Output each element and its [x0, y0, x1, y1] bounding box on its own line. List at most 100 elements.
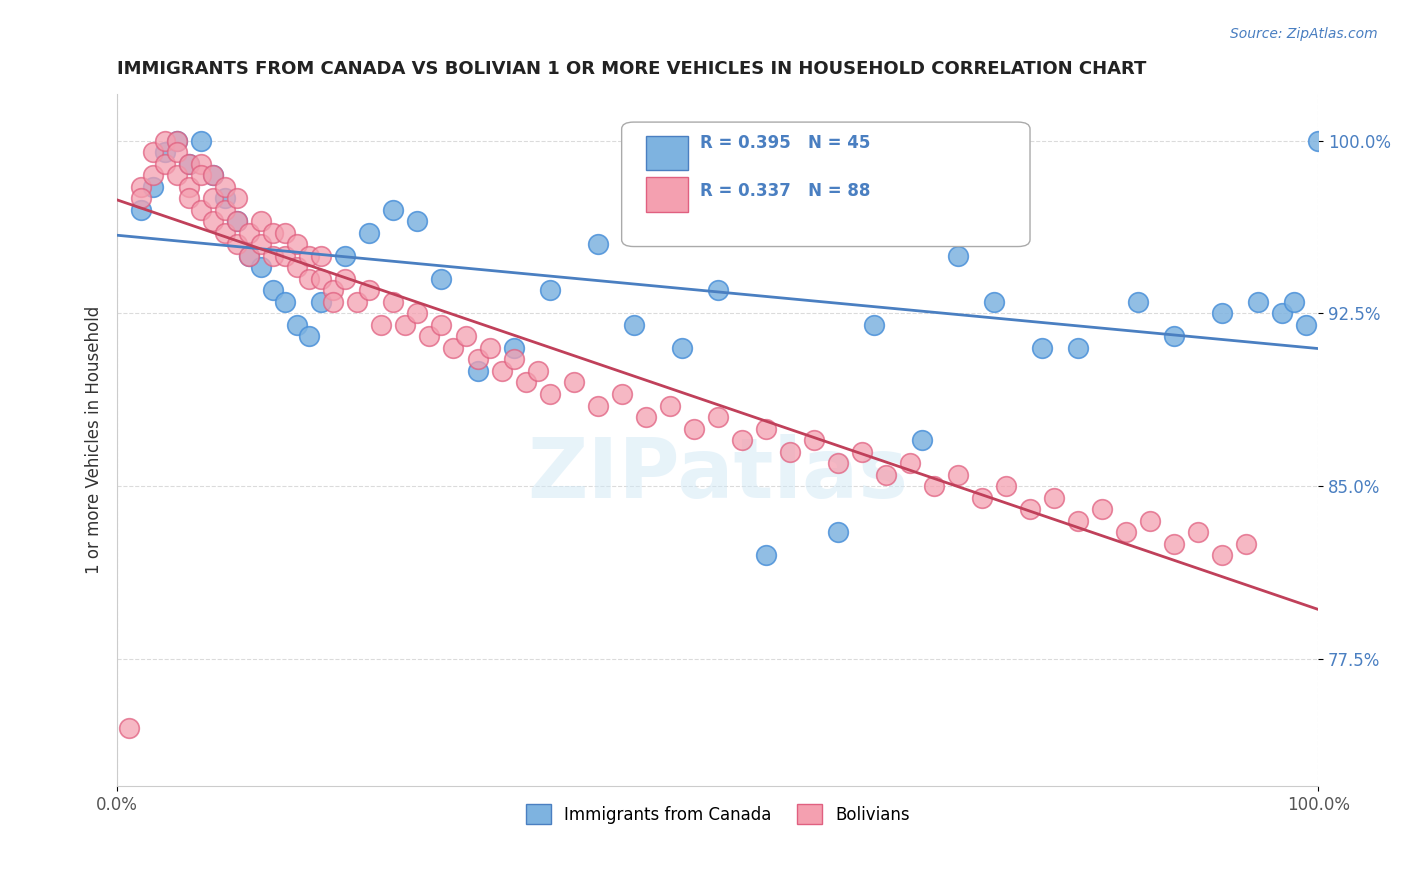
Point — [298, 249, 321, 263]
Text: R = 0.337   N = 88: R = 0.337 N = 88 — [700, 182, 870, 200]
Point — [898, 456, 921, 470]
Point — [214, 191, 236, 205]
Point — [658, 399, 681, 413]
Legend: Immigrants from Canada, Bolivians: Immigrants from Canada, Bolivians — [517, 796, 918, 833]
Point — [995, 479, 1018, 493]
Point — [155, 134, 177, 148]
Point — [538, 387, 561, 401]
Point — [1115, 525, 1137, 540]
Point — [1234, 537, 1257, 551]
Point — [298, 329, 321, 343]
Point — [803, 214, 825, 228]
Text: ZIPatlas: ZIPatlas — [527, 434, 908, 516]
Point — [262, 283, 284, 297]
Point — [671, 341, 693, 355]
Point — [335, 249, 357, 263]
Point — [202, 168, 225, 182]
Point — [335, 272, 357, 286]
Point — [285, 237, 308, 252]
Point — [190, 202, 212, 217]
Point — [682, 421, 704, 435]
Point — [706, 410, 728, 425]
Point — [922, 479, 945, 493]
Point — [370, 318, 392, 332]
Point — [467, 364, 489, 378]
Point — [322, 283, 344, 297]
Point — [911, 433, 934, 447]
Point — [129, 179, 152, 194]
Point — [970, 491, 993, 505]
Point — [298, 272, 321, 286]
Point — [491, 364, 513, 378]
Point — [274, 294, 297, 309]
Point — [179, 191, 201, 205]
Point — [478, 341, 501, 355]
Point — [418, 329, 440, 343]
Point — [155, 145, 177, 159]
Point — [515, 376, 537, 390]
Point — [179, 156, 201, 170]
Point — [610, 387, 633, 401]
Point — [322, 294, 344, 309]
Point — [166, 134, 188, 148]
Point — [359, 226, 381, 240]
Point — [262, 249, 284, 263]
Point — [863, 318, 886, 332]
Point — [755, 421, 778, 435]
Point — [250, 214, 273, 228]
Point — [430, 318, 453, 332]
Point — [250, 237, 273, 252]
Point — [142, 168, 165, 182]
Point — [623, 318, 645, 332]
Point — [1163, 537, 1185, 551]
Point — [406, 214, 429, 228]
Text: Source: ZipAtlas.com: Source: ZipAtlas.com — [1230, 27, 1378, 41]
Point — [1271, 306, 1294, 320]
FancyBboxPatch shape — [621, 122, 1031, 246]
Point — [226, 214, 249, 228]
Point — [214, 179, 236, 194]
Point — [394, 318, 416, 332]
Point — [166, 168, 188, 182]
Point — [129, 202, 152, 217]
Point — [142, 179, 165, 194]
Point — [502, 352, 524, 367]
Point — [443, 341, 465, 355]
Point — [1091, 502, 1114, 516]
Point — [190, 134, 212, 148]
Text: IMMIGRANTS FROM CANADA VS BOLIVIAN 1 OR MORE VEHICLES IN HOUSEHOLD CORRELATION C: IMMIGRANTS FROM CANADA VS BOLIVIAN 1 OR … — [117, 60, 1146, 78]
Bar — [645, 178, 688, 212]
Point — [166, 134, 188, 148]
Point — [586, 399, 609, 413]
Point — [538, 283, 561, 297]
Point — [1163, 329, 1185, 343]
Point — [346, 294, 368, 309]
Point — [1043, 491, 1066, 505]
Point — [1187, 525, 1209, 540]
Point — [467, 352, 489, 367]
Point — [238, 249, 260, 263]
Point — [1019, 502, 1042, 516]
Point — [179, 179, 201, 194]
Point — [274, 249, 297, 263]
Point — [586, 237, 609, 252]
Point — [262, 226, 284, 240]
Point — [179, 156, 201, 170]
Point — [382, 202, 405, 217]
Point — [827, 525, 849, 540]
Y-axis label: 1 or more Vehicles in Household: 1 or more Vehicles in Household — [86, 306, 103, 574]
Point — [311, 294, 333, 309]
Point — [803, 433, 825, 447]
Point — [1247, 294, 1270, 309]
Point — [827, 456, 849, 470]
Point — [1067, 341, 1090, 355]
Text: R = 0.395   N = 45: R = 0.395 N = 45 — [700, 134, 870, 152]
Point — [214, 202, 236, 217]
Point — [1308, 134, 1330, 148]
Point — [250, 260, 273, 275]
Point — [1284, 294, 1306, 309]
Point — [875, 467, 897, 482]
Point — [430, 272, 453, 286]
Point — [1067, 514, 1090, 528]
Point — [502, 341, 524, 355]
